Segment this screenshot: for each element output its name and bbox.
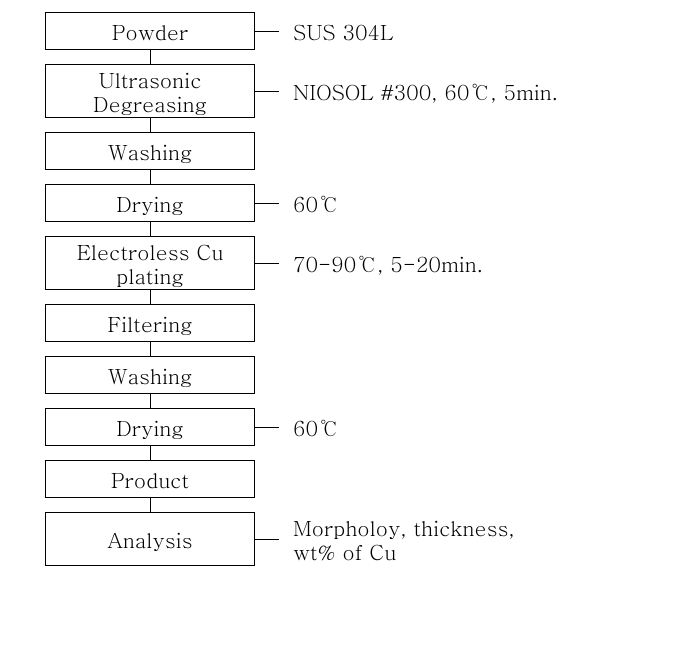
flow-step: Ultrasonic Degreasing NIOSOL #300, 60℃, … bbox=[45, 64, 700, 118]
node-label: Washing bbox=[46, 139, 254, 163]
node-label: Product bbox=[46, 467, 254, 491]
annotation-tick bbox=[255, 427, 279, 428]
flow-node-degreasing: Ultrasonic Degreasing bbox=[45, 64, 255, 118]
flow-node-drying: Drying bbox=[45, 408, 255, 446]
flow-connector bbox=[150, 170, 151, 184]
flow-node-drying: Drying bbox=[45, 184, 255, 222]
flow-connector bbox=[150, 290, 151, 304]
flow-node-washing: Washing bbox=[45, 132, 255, 170]
node-annotation: Morpholoy, thickness, wt% of Cu bbox=[293, 515, 515, 563]
flow-step: Washing bbox=[45, 132, 700, 170]
flow-node-product: Product bbox=[45, 460, 255, 498]
node-label: Filtering bbox=[46, 311, 254, 335]
node-label: Drying bbox=[46, 191, 254, 215]
node-label: plating bbox=[46, 263, 254, 287]
flow-node-analysis: Analysis bbox=[45, 512, 255, 566]
flow-step: Analysis Morpholoy, thickness, wt% of Cu bbox=[45, 512, 700, 566]
flow-step: Washing bbox=[45, 356, 700, 394]
node-label: Drying bbox=[46, 415, 254, 439]
node-label: Washing bbox=[46, 363, 254, 387]
flow-connector bbox=[150, 50, 151, 64]
flow-connector bbox=[150, 118, 151, 132]
flow-step: Filtering bbox=[45, 304, 700, 342]
node-label: Powder bbox=[46, 19, 254, 43]
flow-node-washing: Washing bbox=[45, 356, 255, 394]
flow-connector bbox=[150, 222, 151, 236]
node-annotation: 60℃ bbox=[293, 415, 339, 439]
flow-connector bbox=[150, 342, 151, 356]
flow-connector bbox=[150, 446, 151, 460]
annotation-tick bbox=[255, 203, 279, 204]
node-annotation: 70-90℃, 5-20min. bbox=[293, 251, 483, 275]
node-annotation: 60℃ bbox=[293, 191, 339, 215]
flowchart: Powder SUS 304L Ultrasonic Degreasing NI… bbox=[0, 0, 700, 566]
flow-connector bbox=[150, 394, 151, 408]
flow-step: Drying 60℃ bbox=[45, 408, 700, 446]
annotation-tick bbox=[255, 263, 279, 264]
node-label: Analysis bbox=[46, 527, 254, 551]
annotation-tick bbox=[255, 31, 279, 32]
flow-node-powder: Powder bbox=[45, 12, 255, 50]
node-annotation: NIOSOL #300, 60℃, 5min. bbox=[293, 79, 558, 103]
flow-step: Product bbox=[45, 460, 700, 498]
annotation-tick bbox=[255, 91, 279, 92]
annotation-tick bbox=[255, 539, 279, 540]
flow-step: Drying 60℃ bbox=[45, 184, 700, 222]
node-label: Degreasing bbox=[46, 91, 254, 115]
flow-node-filtering: Filtering bbox=[45, 304, 255, 342]
flow-node-plating: Electroless Cu plating bbox=[45, 236, 255, 290]
flow-connector bbox=[150, 498, 151, 512]
flow-step: Powder SUS 304L bbox=[45, 12, 700, 50]
flow-step: Electroless Cu plating 70-90℃, 5-20min. bbox=[45, 236, 700, 290]
node-annotation: SUS 304L bbox=[293, 19, 393, 43]
